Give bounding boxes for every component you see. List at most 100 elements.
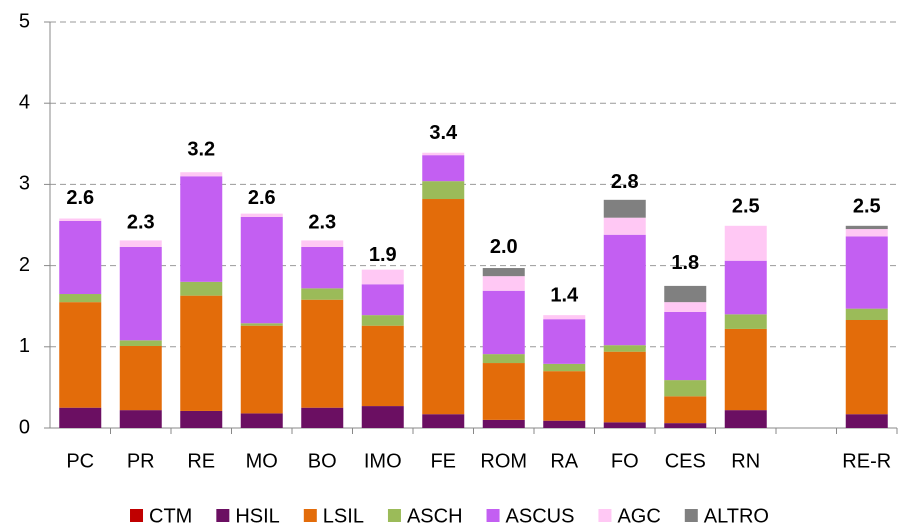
total-label: 2.3: [308, 212, 336, 234]
legend-swatch: [486, 509, 500, 522]
bar-segment: [845, 320, 888, 415]
bar-segment: [482, 290, 525, 355]
bar-segment: [482, 419, 525, 428]
bar-segment: [180, 172, 223, 177]
x-tick-label: BO: [308, 450, 337, 472]
bar-segment: [724, 314, 767, 329]
legend-label: LSIL: [323, 505, 364, 527]
legend-swatch: [130, 509, 144, 522]
bar-segment: [482, 268, 525, 277]
bar-segment: [664, 285, 707, 303]
bar-segment: [180, 176, 223, 282]
bar-segment: [724, 225, 767, 261]
bar-segment: [240, 413, 283, 428]
bar-segment: [422, 181, 465, 200]
bar-segment: [301, 288, 344, 300]
x-tick-label: RE-R: [842, 450, 891, 472]
x-tick-label: PR: [127, 450, 155, 472]
x-tick-label: FO: [611, 450, 639, 472]
x-tick-label: RA: [550, 450, 578, 472]
total-label: 1.9: [369, 244, 397, 266]
total-label: 2.6: [248, 187, 276, 209]
bar-segment: [543, 363, 586, 372]
legend-label: ASCUS: [506, 505, 575, 527]
total-label: 2.8: [611, 171, 639, 193]
bar-segment: [180, 295, 223, 411]
total-label: 1.4: [550, 285, 579, 307]
bar-segment: [361, 325, 404, 407]
y-tick-label: 4: [19, 91, 30, 113]
legend-label: HSIL: [235, 505, 279, 527]
total-label: 2.5: [732, 195, 760, 217]
total-label: 2.5: [853, 195, 881, 217]
bar-segment: [603, 422, 646, 428]
x-tick-label: ROM: [480, 450, 527, 472]
bar-segment: [301, 240, 344, 247]
bar-segment: [59, 220, 102, 295]
x-tick-label: FE: [430, 450, 456, 472]
bar-segment: [301, 246, 344, 289]
bar-segment: [724, 328, 767, 411]
legend-swatch: [598, 509, 612, 522]
bar-segment: [301, 407, 344, 428]
bar-segment: [422, 414, 465, 428]
bar-segment: [543, 319, 586, 364]
bar-segment: [422, 199, 465, 415]
bar-segment: [603, 217, 646, 235]
bar-segment: [543, 420, 586, 428]
total-label: 1.8: [671, 252, 699, 274]
bar-segment: [180, 281, 223, 296]
y-tick-label: 1: [19, 335, 30, 357]
bar-segment: [119, 410, 162, 428]
bar-segment: [361, 315, 404, 326]
bar-segment: [361, 406, 404, 428]
bar-segment: [422, 152, 465, 156]
bar-segment: [180, 410, 223, 428]
legend-label: ASCH: [407, 505, 463, 527]
bar-segment: [240, 216, 283, 324]
legend-swatch: [216, 509, 230, 522]
total-label: 2.3: [127, 212, 155, 234]
total-label: 2.6: [66, 187, 94, 209]
bar-segment: [664, 380, 707, 397]
legend-label: CTM: [149, 505, 192, 527]
bar-segment: [119, 246, 162, 341]
bar-segment: [603, 199, 646, 218]
legend-label: ALTRO: [704, 505, 769, 527]
bar-segment: [845, 236, 888, 309]
bar-segment: [543, 371, 586, 421]
bar-segment: [422, 155, 465, 182]
y-tick-label: 3: [19, 173, 30, 195]
bar-segment: [240, 323, 283, 326]
bar-segment: [603, 345, 646, 352]
bar-segment: [482, 354, 525, 364]
bar-segment: [59, 407, 102, 428]
x-tick-label: CES: [665, 450, 706, 472]
bar-segment: [603, 351, 646, 423]
x-tick-label: RN: [731, 450, 760, 472]
bar-segment: [664, 311, 707, 381]
bar-segment: [482, 363, 525, 420]
y-tick-label: 0: [19, 416, 30, 438]
bar-segment: [845, 414, 888, 428]
bar-segment: [603, 234, 646, 346]
bar-segment: [845, 225, 888, 230]
bar-segment: [724, 410, 767, 428]
bar-segment: [845, 308, 888, 321]
bar-segment: [119, 240, 162, 247]
x-tick-label: IMO: [364, 450, 402, 472]
bar-segment: [664, 423, 707, 428]
bar-segment: [664, 396, 707, 424]
bar-segment: [59, 294, 102, 303]
bar-segment: [240, 213, 283, 217]
bar-segment: [845, 229, 888, 237]
legend-label: AGC: [617, 505, 660, 527]
x-tick-label: RE: [187, 450, 215, 472]
x-tick-label: MO: [246, 450, 278, 472]
bar-segment: [543, 315, 586, 320]
legend-swatch: [387, 509, 401, 522]
bar-segment: [240, 325, 283, 414]
bar-segment: [59, 302, 102, 408]
y-tick-label: 5: [19, 10, 30, 32]
